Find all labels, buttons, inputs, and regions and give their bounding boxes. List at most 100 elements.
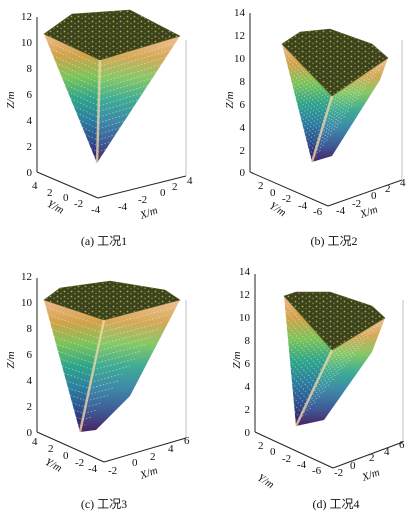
panel-b-surface-right	[312, 58, 388, 162]
panel-d-x-axis	[332, 441, 404, 469]
panel-c-ztick-1: 2	[27, 401, 33, 413]
panel-a-contour	[82, 126, 121, 135]
panel-c-ytick-3: -2	[75, 457, 84, 469]
panel-d-ztick-3: 6	[245, 358, 251, 370]
panel-c-ztick-2: 4	[27, 375, 33, 387]
panel-d-xtick-1: 0	[350, 460, 356, 472]
panel-a-ztick-0: 0	[27, 167, 33, 179]
panel-d-ztick-0: 0	[245, 427, 251, 439]
panel-a-surface-top	[43, 9, 181, 61]
panel-c-ytick-1: 2	[48, 443, 54, 455]
panel-a-ztick-4: 8	[27, 63, 33, 75]
panel-b-axes	[249, 13, 403, 207]
panel-b-ztick-3: 6	[240, 99, 246, 111]
panel-a-xlabel: X/m	[138, 204, 160, 222]
panel-d-ytick-4: -6	[312, 465, 322, 477]
panel-c: 0 2 4 6 8 10 12 4 2 0 -2 -4 -2 0 2 4 6 Z…	[5, 271, 190, 511]
panel-b-xtick-1: -2	[352, 198, 361, 210]
panel-b-contour	[291, 83, 363, 119]
panel-b-x-axis	[327, 179, 403, 207]
panel-d-ztick-7: 14	[239, 266, 251, 278]
panel-c-ylabel: Y/m	[43, 456, 64, 475]
panel-a-contour	[76, 112, 130, 124]
panel-a-contour	[79, 119, 125, 130]
panel-b-zlabel: Z/m	[224, 91, 236, 108]
panel-d-caption: (d) 工况4	[313, 497, 360, 511]
panel-a-contour	[85, 133, 116, 141]
panel-a-ytick-4: -4	[91, 204, 101, 216]
panel-d-xtick-2: 2	[369, 452, 375, 464]
panel-a-contour	[67, 90, 144, 107]
panel-d-ztick-2: 4	[245, 381, 251, 393]
panel-a-ytick-3: -2	[74, 198, 83, 210]
panel-d-axes	[254, 274, 404, 469]
panel-b-ytick-3: -4	[298, 200, 308, 212]
panel-b-y-axis	[249, 171, 329, 207]
panel-c-xtick-0: -2	[108, 465, 117, 477]
panel-b-ytick-4: -6	[313, 206, 323, 218]
panel-c-ytick-4: -4	[88, 463, 98, 475]
panel-d-contour	[289, 353, 346, 385]
panel-b-contour	[306, 142, 325, 152]
panel-d-ztick-4: 8	[245, 335, 251, 347]
panel-d-xtick-3: 4	[384, 446, 390, 458]
panel-d-zlabel: Z/m	[231, 351, 243, 368]
panel-a-ticks: 0 2 4 6 8 10 12 4 2 0 -2 -4 -4 -2 0 2 4	[21, 11, 193, 216]
panel-a: 0 2 4 6 8 10 12 4 2 0 -2 -4 -4 -2 0 2 4 …	[5, 9, 193, 248]
panel-d-contour	[288, 346, 351, 381]
panel-c-caption: (c) 工况3	[81, 497, 127, 511]
panel-b-surface-left	[282, 44, 332, 162]
panel-a-contour	[58, 69, 158, 89]
panel-c-xlabel: X/m	[138, 464, 160, 482]
panel-a-surface-right	[97, 36, 180, 163]
panel-b-ridge	[310, 95, 334, 163]
panel-a-ztick-5: 10	[21, 37, 33, 49]
panel-b: 0 2 4 6 8 10 12 14 2 0 -2 -4 -6 -4 -2 0 …	[224, 7, 406, 248]
panel-d-xlabel: X/m	[360, 466, 382, 484]
panel-c-y-axis	[36, 431, 105, 463]
panel-d-ytick-0: 2	[258, 440, 264, 452]
panel-c-ztick-4: 8	[27, 323, 33, 335]
panel-a-ytick-0: 4	[32, 180, 38, 192]
panel-c-ztick-6: 12	[21, 271, 32, 283]
panel-a-ztick-2: 4	[27, 115, 33, 127]
panel-b-contour	[293, 89, 359, 123]
panel-a-ytick-1: 2	[47, 187, 53, 199]
panel-a-ridge	[95, 59, 102, 164]
panel-d-ztick-6: 12	[239, 289, 250, 301]
panel-d-ylabel: Y/m	[255, 472, 276, 491]
panel-c-contour	[77, 424, 86, 427]
panel-c-ytick-0: 4	[32, 436, 38, 448]
panel-d-ztick-1: 2	[245, 404, 251, 416]
panel-a-y-axis	[36, 171, 99, 199]
panel-c-ytick-2: 0	[63, 450, 69, 462]
panel-c-ztick-3: 6	[27, 349, 33, 361]
panel-a-zlabel: Z/m	[5, 91, 17, 108]
panel-d-contour	[293, 404, 311, 414]
panel-b-ztick-0: 0	[240, 167, 246, 179]
panel-d-ytick-3: -4	[297, 459, 307, 471]
panel-c-xtick-4: 6	[184, 435, 190, 447]
panel-c-xtick-1: 0	[132, 457, 138, 469]
panel-b-contour	[301, 122, 338, 141]
panel-d-ytick-2: -2	[282, 453, 291, 465]
panel-a-ztick-6: 12	[21, 11, 32, 23]
panel-a-contour	[55, 62, 162, 84]
panel-d-xtick-0: -2	[334, 467, 343, 479]
panel-c-surface-left	[44, 300, 104, 432]
panel-a-axes	[36, 17, 187, 199]
panel-c-zlabel: Z/m	[5, 351, 17, 368]
panel-a-contour	[93, 155, 102, 158]
panel-b-contour	[303, 128, 334, 145]
panel-b-xtick-4: 4	[400, 177, 406, 189]
panel-c-ticks: 0 2 4 6 8 10 12 4 2 0 -2 -4 -2 0 2 4 6	[21, 271, 190, 477]
panel-b-ztick-7: 14	[234, 7, 246, 19]
panel-d-contour	[293, 396, 316, 410]
panel-c-ztick-5: 10	[21, 297, 33, 309]
panel-b-xtick-2: 0	[371, 190, 377, 202]
panel-b-ztick-5: 10	[234, 53, 246, 65]
panel-a-xtick-2: 0	[160, 187, 166, 199]
panel-d-ridge	[294, 349, 334, 427]
panel-a-caption: (a) 工况1	[81, 234, 127, 248]
